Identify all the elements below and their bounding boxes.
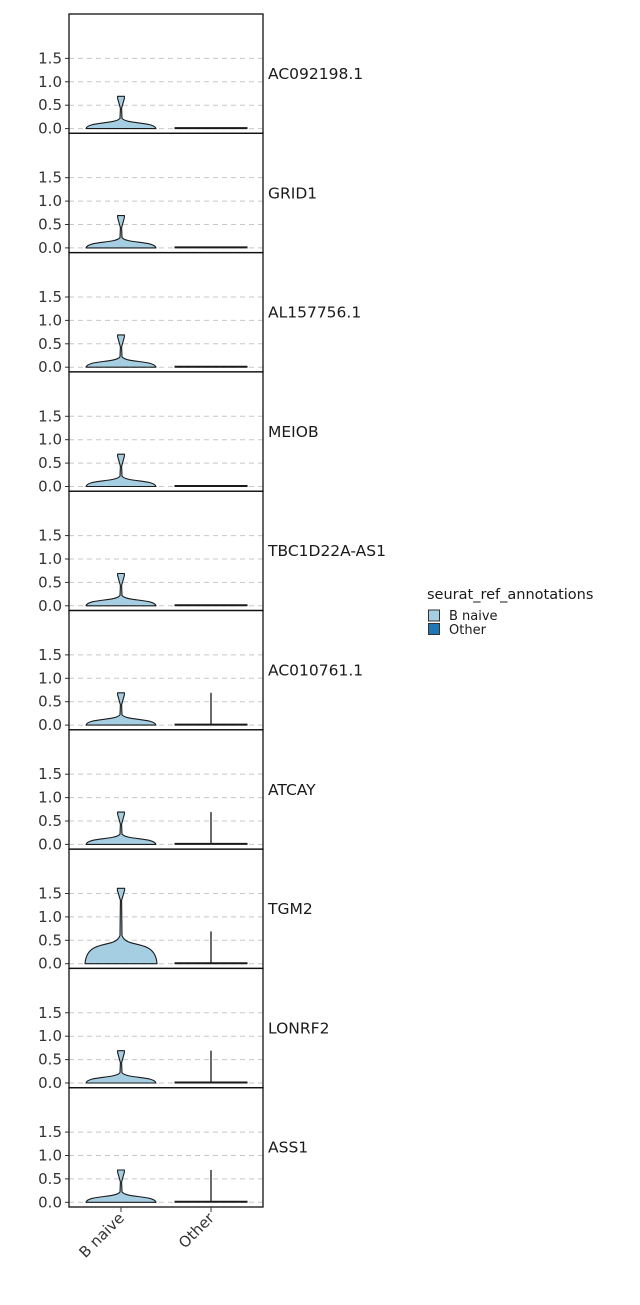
- y-tick-label: 1.0: [38, 192, 62, 210]
- y-tick-label: 0.0: [38, 597, 62, 615]
- y-tick-label: 0.5: [38, 931, 62, 949]
- y-tick-label: 0.0: [38, 120, 62, 138]
- y-tick-label: 0.5: [38, 454, 62, 472]
- violin-b-naive: [84, 887, 158, 965]
- panel-border: [68, 132, 264, 254]
- y-tick-label: 1.0: [38, 550, 62, 568]
- y-tick-label: 1.0: [38, 789, 62, 807]
- y-tick-label: 0.5: [38, 96, 62, 114]
- y-tick-label: 0.5: [38, 1170, 62, 1188]
- y-tick-label: 0.5: [38, 215, 62, 233]
- panel-border: [68, 490, 264, 612]
- y-tick-label: 0.0: [38, 358, 62, 376]
- panel-ass1: 0.0 0.5 1.0 1.5 ASS1: [38, 1087, 308, 1211]
- panel-tgm2: 0.0 0.5 1.0 1.5 TGM2: [38, 848, 313, 973]
- y-tick-label: 0.0: [38, 835, 62, 853]
- violin-other-base: [174, 365, 248, 368]
- violin-b-naive: [85, 453, 157, 488]
- legend: seurat_ref_annotations B naive Other: [427, 587, 593, 638]
- violin-b-naive: [85, 811, 157, 845]
- x-tick-label: B naive: [75, 1209, 127, 1261]
- violin-b-naive: [85, 334, 157, 368]
- gene-label: AC010761.1: [268, 662, 363, 680]
- gene-label: TGM2: [267, 900, 313, 918]
- y-tick-label: 0.5: [38, 335, 62, 353]
- legend-key-other: [428, 623, 440, 635]
- violin-b-naive: [85, 1050, 157, 1084]
- y-tick-label: 0.0: [38, 1193, 62, 1211]
- gene-label: LONRF2: [268, 1019, 329, 1037]
- panel-border: [68, 967, 264, 1089]
- y-tick-label: 0.0: [38, 239, 62, 257]
- x-axis: B naive Other: [75, 1207, 218, 1261]
- x-tick-label: Other: [175, 1209, 218, 1252]
- y-tick-label: 0.5: [38, 812, 62, 830]
- gene-label: GRID1: [268, 184, 317, 202]
- violin-other-base: [174, 604, 248, 607]
- y-tick-label: 1.0: [38, 908, 62, 926]
- y-tick-label: 1.0: [38, 73, 62, 91]
- violin-b-naive: [85, 215, 157, 249]
- violin-b-naive: [85, 572, 157, 607]
- y-tick-label: 1.5: [38, 407, 62, 425]
- y-tick-label: 1.0: [38, 311, 62, 329]
- y-tick-label: 0.0: [38, 1074, 62, 1092]
- panels-group: 0.00.51.01.5AC092198.10.00.51.01.5GRID10…: [38, 13, 386, 1211]
- panel-border: [68, 729, 264, 850]
- legend-key-b-naive: [428, 609, 440, 622]
- panel-atcay: 0.0 0.5 1.0 1.5 ATCAY: [38, 729, 316, 853]
- legend-label-b-naive: B naive: [449, 609, 498, 624]
- gene-label: AC092198.1: [268, 65, 363, 83]
- violin-other-base: [174, 246, 248, 249]
- y-tick-label: 0.0: [38, 478, 62, 496]
- y-tick-label: 1.5: [38, 646, 62, 664]
- panel-ac010761.1: 0.0 0.5 1.0 1.5 AC010761.1: [38, 609, 363, 734]
- y-tick-label: 1.5: [38, 884, 62, 902]
- legend-label-other: Other: [449, 623, 487, 638]
- y-tick-label: 1.5: [38, 1123, 62, 1141]
- panel-meiob: 0.0 0.5 1.0 1.5 MEIOB: [38, 371, 319, 496]
- panel-border: [68, 251, 264, 373]
- y-tick-label: 1.5: [38, 1004, 62, 1022]
- y-tick-label: 1.5: [38, 169, 62, 187]
- legend-title: seurat_ref_annotations: [427, 587, 593, 603]
- gene-label: AL157756.1: [268, 304, 361, 322]
- y-tick-label: 1.0: [38, 431, 62, 449]
- panel-border: [68, 371, 264, 492]
- panel-border: [68, 1087, 264, 1208]
- panel-ac092198.1: 0.0 0.5 1.0 1.5 AC092198.1: [38, 13, 363, 138]
- y-tick-label: 1.5: [38, 288, 62, 306]
- panel-tbc1d22a-as1: 0.0 0.5 1.0 1.5 TBC1D22A-AS1: [38, 490, 386, 615]
- y-tick-label: 0.0: [38, 716, 62, 734]
- y-tick-label: 1.5: [38, 49, 62, 67]
- panel-border: [68, 13, 264, 134]
- violin-other-base: [174, 485, 248, 487]
- y-tick-label: 0.5: [38, 693, 62, 711]
- violin-other-base: [174, 127, 248, 130]
- gene-label: MEIOB: [268, 423, 319, 441]
- panel-al157756.1: 0.0 0.5 1.0 1.5 AL157756.1: [38, 251, 361, 376]
- y-tick-label: 1.5: [38, 527, 62, 545]
- panel-lonrf2: 0.0 0.5 1.0 1.5 LONRF2: [38, 967, 329, 1092]
- y-tick-label: 1.0: [38, 1146, 62, 1164]
- violin-b-naive: [85, 692, 157, 726]
- y-tick-label: 0.5: [38, 1051, 62, 1069]
- y-tick-label: 1.5: [38, 765, 62, 783]
- panel-border: [68, 609, 264, 731]
- y-tick-label: 1.0: [38, 669, 62, 687]
- panel-grid1: 0.0 0.5 1.0 1.5 GRID1: [38, 132, 317, 257]
- violin-b-naive: [85, 1169, 157, 1203]
- y-tick-label: 1.0: [38, 1027, 62, 1045]
- y-tick-label: 0.5: [38, 573, 62, 591]
- gene-label: TBC1D22A-AS1: [267, 542, 386, 560]
- violin-b-naive: [85, 95, 157, 130]
- y-tick-label: 0.0: [38, 955, 62, 973]
- gene-label: ASS1: [268, 1139, 308, 1157]
- gene-label: ATCAY: [268, 781, 316, 799]
